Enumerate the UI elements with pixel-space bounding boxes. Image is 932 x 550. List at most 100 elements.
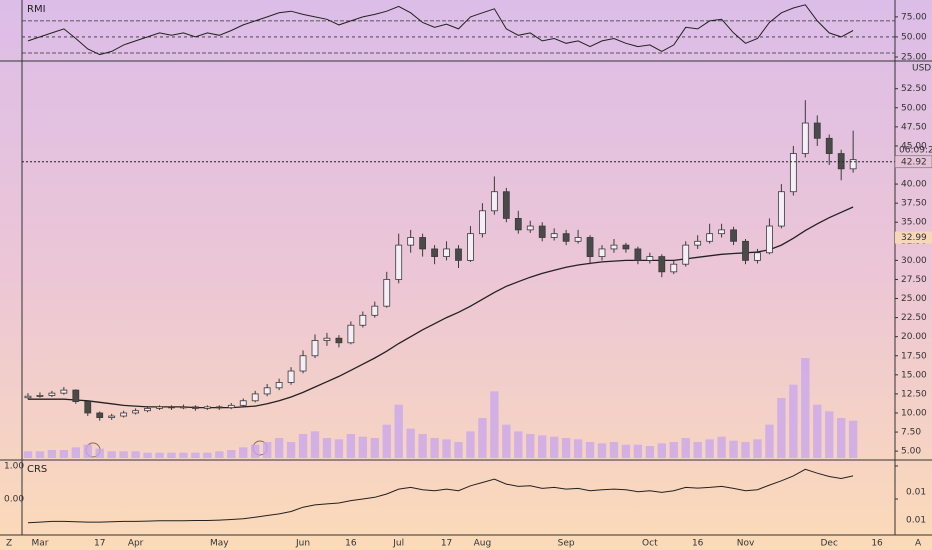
y-tick-label: 50.00	[901, 32, 927, 42]
volume-bar	[561, 438, 571, 458]
x-tick-label: Sep	[558, 539, 575, 549]
x-tick-label: 16	[692, 539, 704, 549]
volume-bar	[609, 442, 619, 458]
candle-body	[789, 153, 797, 193]
candle-body	[718, 229, 725, 235]
indicator-line	[27, 4, 854, 56]
volume-bar	[47, 450, 57, 458]
candle-body	[359, 314, 367, 326]
volume-bar	[657, 443, 666, 458]
y-tick-label: 45.00	[901, 141, 927, 151]
candle-body	[419, 237, 427, 250]
x-tick-label: Oct	[642, 539, 658, 549]
candle-body	[407, 237, 415, 246]
candle-body	[371, 305, 379, 316]
volume-bar	[466, 431, 475, 458]
candle-body	[383, 279, 391, 307]
candle-body	[84, 401, 92, 414]
volume-bar	[286, 442, 296, 458]
volume-bar	[490, 391, 499, 458]
price-tag	[895, 231, 932, 244]
volume-bar	[514, 431, 523, 458]
volume-bar	[454, 442, 463, 458]
candle-body	[455, 248, 462, 261]
volume-bar	[801, 358, 810, 458]
x-tick-label: 16	[871, 539, 883, 549]
volume-bar	[813, 404, 822, 458]
volume-bar	[705, 439, 714, 458]
volume-bar	[23, 451, 33, 458]
volume-bar	[717, 436, 726, 458]
volume-bar	[191, 452, 200, 458]
indicator-line	[27, 468, 854, 524]
candle-body	[467, 233, 474, 261]
y-tick-label: 15.00	[901, 370, 927, 380]
candle-body	[849, 159, 857, 170]
candle-body	[36, 395, 44, 397]
volume-bar	[741, 442, 750, 458]
volume-bar	[526, 434, 535, 458]
candle-body	[24, 395, 32, 399]
currency-label: USD	[912, 64, 931, 74]
volume-bar	[573, 439, 583, 458]
x-tick-label: Mar	[31, 539, 48, 549]
candle-body	[227, 404, 235, 409]
candle-body	[251, 393, 259, 402]
moving-average-line	[28, 206, 854, 409]
candle-body	[48, 392, 56, 396]
volume-bar	[227, 450, 236, 458]
y-tick-label: 75.00	[901, 12, 927, 22]
candle-body	[347, 324, 355, 344]
candle-body	[431, 248, 438, 257]
volume-bar	[370, 438, 379, 458]
y-tick-label: 10.00	[901, 408, 927, 418]
candle-body	[754, 252, 761, 261]
candle-body	[96, 412, 104, 418]
corner-label: A	[915, 539, 922, 549]
candle-body	[526, 225, 534, 231]
y-tick-label: 37.50	[901, 199, 927, 209]
candle-body	[778, 191, 785, 227]
y-tick-label: 7.50	[901, 428, 921, 438]
candle-body	[443, 248, 450, 257]
y-tick-label: 12.50	[901, 389, 927, 399]
x-tick-label: Dec	[821, 539, 838, 549]
volume-bar	[633, 444, 643, 458]
y-tick-label: 20.00	[901, 332, 927, 342]
volume-bar	[418, 434, 427, 458]
candle-body	[311, 340, 319, 357]
volume-bar	[107, 451, 116, 458]
volume-bar	[83, 444, 92, 458]
volume-bar	[585, 442, 595, 458]
candle-body	[658, 256, 666, 273]
volume-bar	[549, 436, 559, 458]
volume-bar	[597, 443, 607, 458]
y-tick-label: 50.00	[901, 103, 927, 113]
volume-bar	[729, 440, 738, 458]
volume-bar	[322, 438, 332, 458]
panel-title: CRS	[27, 464, 47, 475]
volume-bar	[681, 438, 690, 458]
volume-bar	[59, 450, 69, 458]
candle-body	[586, 237, 594, 257]
volume-bar	[143, 452, 152, 458]
candle-body	[180, 406, 187, 409]
candle-body	[239, 400, 247, 406]
candle-body	[742, 240, 749, 261]
volume-bar	[95, 448, 104, 458]
y-tick-label: 47.50	[901, 122, 927, 132]
x-tick-label: 17	[94, 539, 105, 549]
candle-body	[120, 412, 128, 417]
volume-bar	[825, 411, 834, 458]
candle-body	[550, 233, 558, 238]
candle-body	[801, 122, 809, 154]
candle-body	[72, 389, 80, 402]
volume-bar	[693, 442, 702, 458]
candle-body	[694, 240, 702, 246]
volume-bar	[442, 439, 451, 458]
volume-bar	[777, 398, 786, 458]
volume-bar	[131, 451, 140, 458]
volume-bar	[789, 384, 798, 458]
